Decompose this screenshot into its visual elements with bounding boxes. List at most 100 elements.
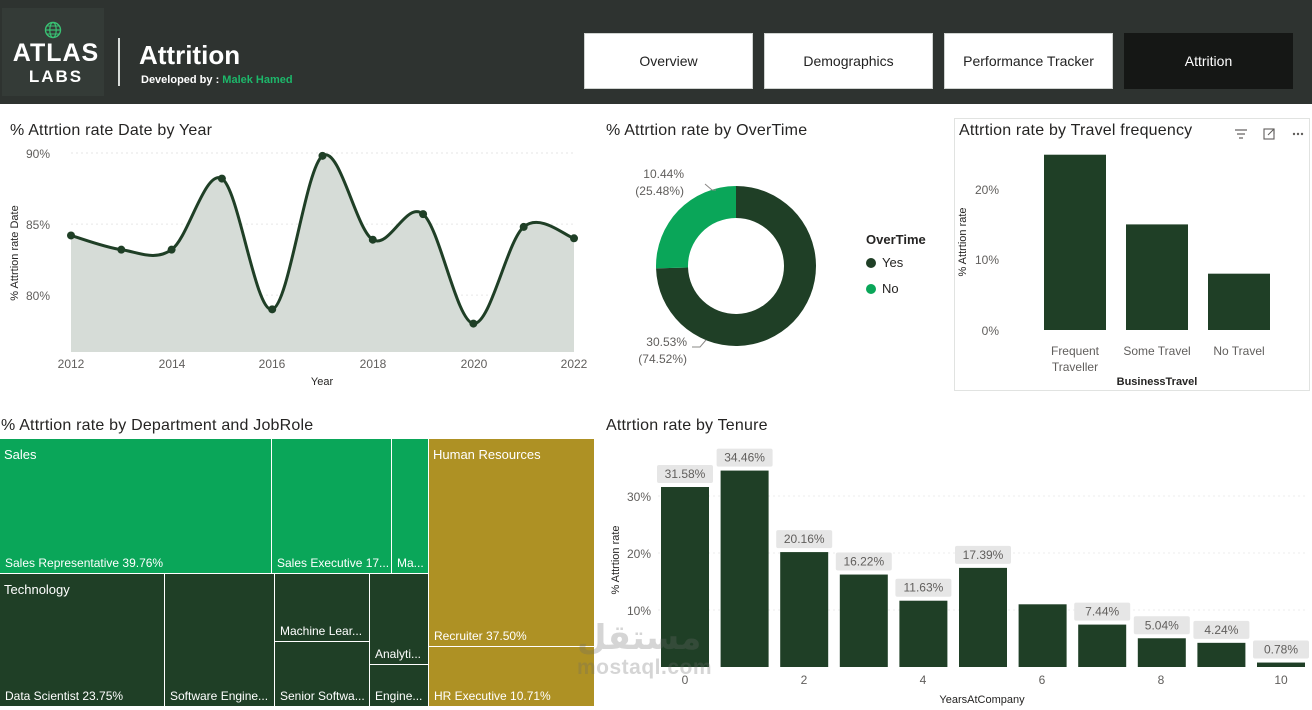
- tenure-data-label-bg: [716, 448, 773, 467]
- tenure-bar[interactable]: [1137, 638, 1186, 667]
- mostaql-watermark: مستقل mostaql.com: [577, 620, 712, 680]
- legend-label: No: [882, 281, 899, 296]
- tenure-xtick: 6: [1039, 673, 1046, 687]
- year-ytick: 90%: [26, 147, 50, 161]
- overtime-legend-no[interactable]: No: [866, 281, 899, 296]
- dashboard-header: ATLAS LABS Attrition Developed by : Male…: [0, 0, 1312, 104]
- year-data-point[interactable]: [318, 151, 327, 160]
- treemap-cell-analytics[interactable]: Analyti...: [370, 574, 429, 665]
- tenure-bar[interactable]: [1257, 662, 1305, 667]
- year-data-point[interactable]: [167, 245, 176, 254]
- treemap-cell-manager[interactable]: Ma...: [392, 439, 429, 574]
- tenure-bar[interactable]: [720, 470, 769, 667]
- visual-header-icons: [1235, 128, 1304, 140]
- tenure-bar[interactable]: [1078, 624, 1127, 667]
- travel-bar[interactable]: [1208, 273, 1270, 330]
- more-options-icon[interactable]: [1292, 132, 1304, 136]
- year-data-point[interactable]: [67, 231, 75, 240]
- overtime-legend-yes[interactable]: Yes: [866, 255, 903, 270]
- treemap-cell-recruiter[interactable]: Human Resources Recruiter 37.50%: [429, 439, 595, 647]
- tenure-bar[interactable]: [1018, 604, 1067, 667]
- treemap-cell-senior-software[interactable]: Senior Softwa...: [275, 642, 370, 707]
- year-data-point[interactable]: [469, 319, 478, 328]
- travel-chart-title: Attrtion rate by Travel frequency: [959, 122, 1193, 139]
- treemap-leaf-label: Sales Executive 17...: [277, 556, 390, 570]
- tenure-bar[interactable]: [780, 552, 829, 667]
- tenure-ytick: 20%: [627, 547, 651, 561]
- tenure-data-label: 4.24%: [1204, 623, 1238, 637]
- year-data-point[interactable]: [419, 210, 428, 219]
- treemap-leaf-label: Data Scientist 23.75%: [5, 689, 124, 703]
- tenure-data-label-bg: [1193, 620, 1250, 639]
- tenure-xtick: 8: [1158, 673, 1165, 687]
- year-xtick: 2018: [360, 357, 387, 371]
- treemap-leaf-label: Software Engine...: [170, 689, 269, 703]
- watermark-arabic-text: مستقل: [577, 618, 702, 658]
- donut-slice-yes[interactable]: [656, 186, 817, 347]
- treemap-cell-sales-representative[interactable]: Sales Sales Representative 39.76%: [0, 439, 272, 574]
- tenure-chart-xlabel: YearsAtCompany: [939, 694, 1025, 706]
- travel-bar-chart: % Attrtion rate 20% 10% 0% Frequent Trav…: [957, 154, 1270, 388]
- overtime-donut-chart: 10.44% (25.48%) 30.53% (74.52%): [635, 167, 817, 366]
- tenure-data-label: 31.58%: [665, 467, 706, 481]
- tenure-data-label: 7.44%: [1085, 605, 1119, 619]
- year-data-point[interactable]: [570, 234, 578, 243]
- tenure-xtick: 0: [682, 673, 689, 687]
- travel-bar[interactable]: [1126, 224, 1188, 330]
- tenure-data-label-bg: [835, 552, 892, 571]
- donut-slice-no[interactable]: [656, 186, 736, 269]
- travel-chart-xlabel: BusinessTravel: [1117, 376, 1198, 388]
- tenure-data-label: 11.63%: [903, 581, 943, 595]
- travel-chart-panel: [954, 118, 1310, 391]
- travel-bar[interactable]: [1044, 154, 1106, 330]
- header-divider: [118, 38, 120, 86]
- travel-ytick: 0%: [982, 324, 1000, 338]
- treemap-cell-sales-executive[interactable]: Sales Executive 17...: [272, 439, 392, 574]
- year-data-point[interactable]: [117, 245, 126, 254]
- treemap-leaf-label: Machine Lear...: [280, 624, 363, 638]
- tenure-bar[interactable]: [839, 574, 888, 667]
- travel-ytick: 20%: [975, 183, 999, 197]
- tenure-ytick: 10%: [627, 604, 651, 618]
- focus-mode-icon[interactable]: [1263, 128, 1275, 140]
- year-area-chart: % Attrtion rate Date 90% 85% 80% 2012 20…: [9, 147, 588, 388]
- travel-xtick: Traveller: [1052, 360, 1098, 374]
- tenure-ytick: 30%: [627, 490, 651, 504]
- tenure-data-label-bg: [955, 545, 1011, 564]
- travel-xtick: No Travel: [1213, 344, 1264, 358]
- tenure-xtick: 10: [1274, 673, 1288, 687]
- travel-xtick: Some Travel: [1123, 344, 1190, 358]
- overtime-no-label: 10.44%: [643, 167, 684, 181]
- tenure-bar[interactable]: [899, 600, 948, 667]
- treemap-leaf-label: Engine...: [375, 689, 423, 703]
- treemap-cell-data-scientist[interactable]: Technology Data Scientist 23.75%: [0, 574, 165, 707]
- year-data-point[interactable]: [368, 235, 377, 244]
- developer-name: Malek Hamed: [222, 74, 293, 86]
- legend-label: Yes: [882, 255, 904, 270]
- treemap-group-label-sales: Sales: [4, 447, 37, 462]
- tenure-bar[interactable]: [661, 486, 709, 667]
- nav-attrition-button[interactable]: Attrition: [1124, 33, 1293, 89]
- nav-demographics-button[interactable]: Demographics: [764, 33, 933, 89]
- treemap-cell-hr-executive[interactable]: HR Executive 10.71%: [429, 647, 595, 707]
- year-data-point[interactable]: [217, 174, 226, 183]
- year-data-point[interactable]: [519, 222, 528, 231]
- tenure-xtick: 2: [801, 673, 808, 687]
- filter-icon[interactable]: [1235, 129, 1247, 139]
- tenure-bar[interactable]: [1197, 642, 1246, 667]
- treemap-cell-machine-learning[interactable]: Machine Lear...: [275, 574, 370, 642]
- treemap-cell-engineering[interactable]: Engine...: [370, 665, 429, 707]
- year-area-fill: [71, 154, 574, 352]
- nav-performance-tracker-button[interactable]: Performance Tracker: [944, 33, 1113, 89]
- treemap-leaf-label: Analyti...: [375, 647, 422, 661]
- page-title: Attrition: [139, 40, 241, 70]
- overtime-yes-sublabel: (74.52%): [638, 352, 687, 366]
- nav-overview-button[interactable]: Overview: [584, 33, 753, 89]
- treemap-cell-software-engineer[interactable]: Software Engine...: [165, 574, 275, 707]
- watermark-latin-text: mostaql.com: [577, 656, 713, 679]
- tenure-data-label-bg: [776, 530, 833, 549]
- treemap-leaf-label: Recruiter 37.50%: [434, 629, 527, 643]
- year-data-point[interactable]: [268, 305, 277, 314]
- tenure-bar[interactable]: [959, 567, 1007, 667]
- tenure-data-label-bg: [1253, 640, 1309, 659]
